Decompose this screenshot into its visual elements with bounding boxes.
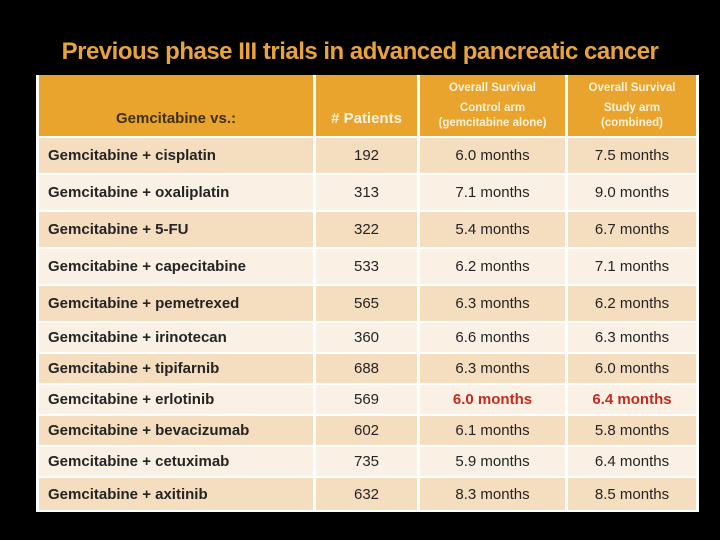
table-row: Gemcitabine + irinotecan 360 6.6 months … [36, 321, 699, 354]
patients-cell: 192 [313, 136, 420, 175]
regimen-cell: Gemcitabine + pemetrexed [36, 284, 316, 323]
header-line: Overall Survival [588, 81, 676, 94]
patients-cell: 632 [313, 476, 420, 512]
header-line: Control arm [459, 101, 526, 114]
table-row: Gemcitabine + axitinib 632 8.3 months 8.… [36, 476, 699, 512]
patients-cell: 688 [313, 352, 420, 385]
table-header: Gemcitabine vs.: # Patients Overall Surv… [36, 75, 699, 138]
os-control-cell: 6.0 months [417, 136, 568, 175]
regimen-cell: Gemcitabine + tipifarnib [36, 352, 316, 385]
header-row: Gemcitabine vs.: # Patients Overall Surv… [36, 75, 699, 138]
regimen-cell: Gemcitabine + axitinib [36, 476, 316, 512]
slide-title: Previous phase III trials in advanced pa… [61, 38, 659, 65]
table-row: Gemcitabine + cetuximab 735 5.9 months 6… [36, 445, 699, 478]
table-row: Gemcitabine + bevacizumab 602 6.1 months… [36, 414, 699, 447]
regimen-cell: Gemcitabine + 5-FU [36, 210, 316, 249]
os-study-cell: 6.4 months [565, 445, 699, 478]
column-header-os-study: Overall Survival Study arm (combined) [565, 75, 699, 138]
column-header-os-control: Overall Survival Control arm (gemcitabin… [417, 75, 568, 138]
regimen-cell: Gemcitabine + capecitabine [36, 247, 316, 286]
patients-cell: 602 [313, 414, 420, 447]
table-row: Gemcitabine + 5-FU 322 5.4 months 6.7 mo… [36, 210, 699, 249]
os-study-cell: 6.4 months [565, 383, 699, 416]
os-study-cell: 6.0 months [565, 352, 699, 385]
os-study-cell: 5.8 months [565, 414, 699, 447]
table-row: Gemcitabine + oxaliplatin 313 7.1 months… [36, 173, 699, 212]
patients-cell: 569 [313, 383, 420, 416]
os-control-cell: 5.4 months [417, 210, 568, 249]
os-study-cell: 6.7 months [565, 210, 699, 249]
os-control-cell: 6.3 months [417, 284, 568, 323]
os-study-cell: 8.5 months [565, 476, 699, 512]
column-header-regimen: Gemcitabine vs.: [36, 75, 316, 138]
os-control-cell: 6.3 months [417, 352, 568, 385]
table-row: Gemcitabine + tipifarnib 688 6.3 months … [36, 352, 699, 385]
os-study-cell: 6.2 months [565, 284, 699, 323]
regimen-cell: Gemcitabine + erlotinib [36, 383, 316, 416]
os-study-cell: 7.5 months [565, 136, 699, 175]
os-control-cell: 6.2 months [417, 247, 568, 286]
column-header-patients: # Patients [313, 75, 420, 138]
regimen-cell: Gemcitabine + bevacizumab [36, 414, 316, 447]
header-line: (gemcitabine alone) [438, 116, 547, 129]
table-body: Gemcitabine + cisplatin 192 6.0 months 7… [36, 136, 699, 512]
regimen-cell: Gemcitabine + cetuximab [36, 445, 316, 478]
patients-cell: 322 [313, 210, 420, 249]
os-control-cell: 6.6 months [417, 321, 568, 354]
table-row: Gemcitabine + capecitabine 533 6.2 month… [36, 247, 699, 286]
os-control-cell: 8.3 months [417, 476, 568, 512]
patients-cell: 565 [313, 284, 420, 323]
os-study-cell: 7.1 months [565, 247, 699, 286]
patients-cell: 533 [313, 247, 420, 286]
os-study-cell: 9.0 months [565, 173, 699, 212]
patients-cell: 360 [313, 321, 420, 354]
trials-table: Gemcitabine vs.: # Patients Overall Surv… [36, 75, 699, 512]
header-line: Overall Survival [449, 81, 536, 94]
header-line: (combined) [601, 116, 663, 129]
os-control-cell: 5.9 months [417, 445, 568, 478]
table-row: Gemcitabine + pemetrexed 565 6.3 months … [36, 284, 699, 323]
os-control-cell: 6.0 months [417, 383, 568, 416]
regimen-cell: Gemcitabine + oxaliplatin [36, 173, 316, 212]
table-row: Gemcitabine + cisplatin 192 6.0 months 7… [36, 136, 699, 175]
os-control-cell: 7.1 months [417, 173, 568, 212]
regimen-cell: Gemcitabine + cisplatin [36, 136, 316, 175]
regimen-cell: Gemcitabine + irinotecan [36, 321, 316, 354]
os-control-cell: 6.1 months [417, 414, 568, 447]
table-row: Gemcitabine + erlotinib 569 6.0 months 6… [36, 383, 699, 416]
header-line: Study arm [603, 101, 661, 114]
patients-cell: 735 [313, 445, 420, 478]
os-study-cell: 6.3 months [565, 321, 699, 354]
patients-cell: 313 [313, 173, 420, 212]
